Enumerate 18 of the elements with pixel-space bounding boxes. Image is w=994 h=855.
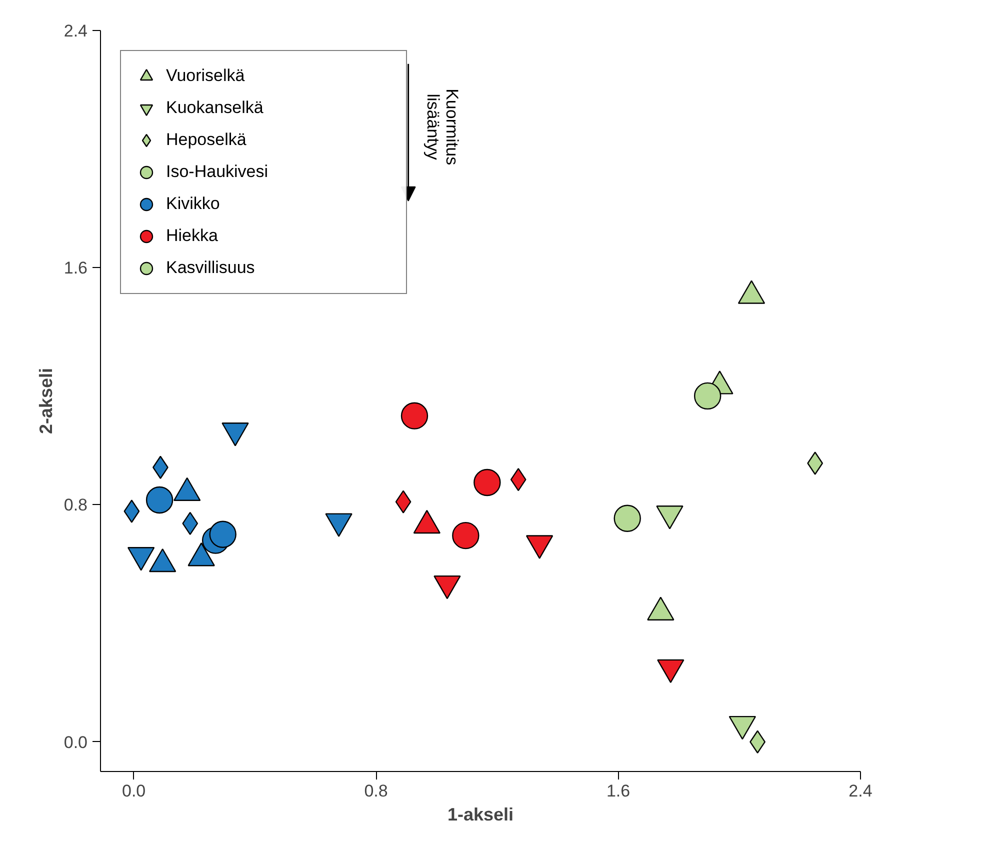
legend-label: Iso-Haukivesi — [166, 162, 270, 182]
legend-label: Kivikko — [166, 194, 221, 214]
y-tick-label: 0.0 — [64, 732, 88, 752]
legend-label: Hiekka — [166, 226, 219, 246]
y-tick-label: 2.4 — [64, 22, 88, 40]
legend-label: Vuoriselkä — [166, 66, 246, 86]
x-tick-label: 2.4 — [848, 782, 872, 800]
x-axis-title: 1-akseli — [447, 804, 514, 824]
y-axis-title: 2-akseli — [36, 368, 56, 434]
x-tick-label: 0.0 — [122, 782, 146, 800]
annotation: Kuormitus lisääntyy — [424, 88, 462, 166]
legend-label: Heposelkä — [166, 130, 248, 150]
y-tick-label: 1.6 — [64, 258, 88, 278]
legend-label: Kuokanselkä — [166, 98, 264, 118]
x-tick-label: 0.8 — [364, 782, 388, 800]
x-tick-label: 1.6 — [606, 782, 630, 800]
legend-label: Kasvillisuus — [166, 258, 256, 278]
y-tick-label: 0.8 — [64, 496, 88, 515]
